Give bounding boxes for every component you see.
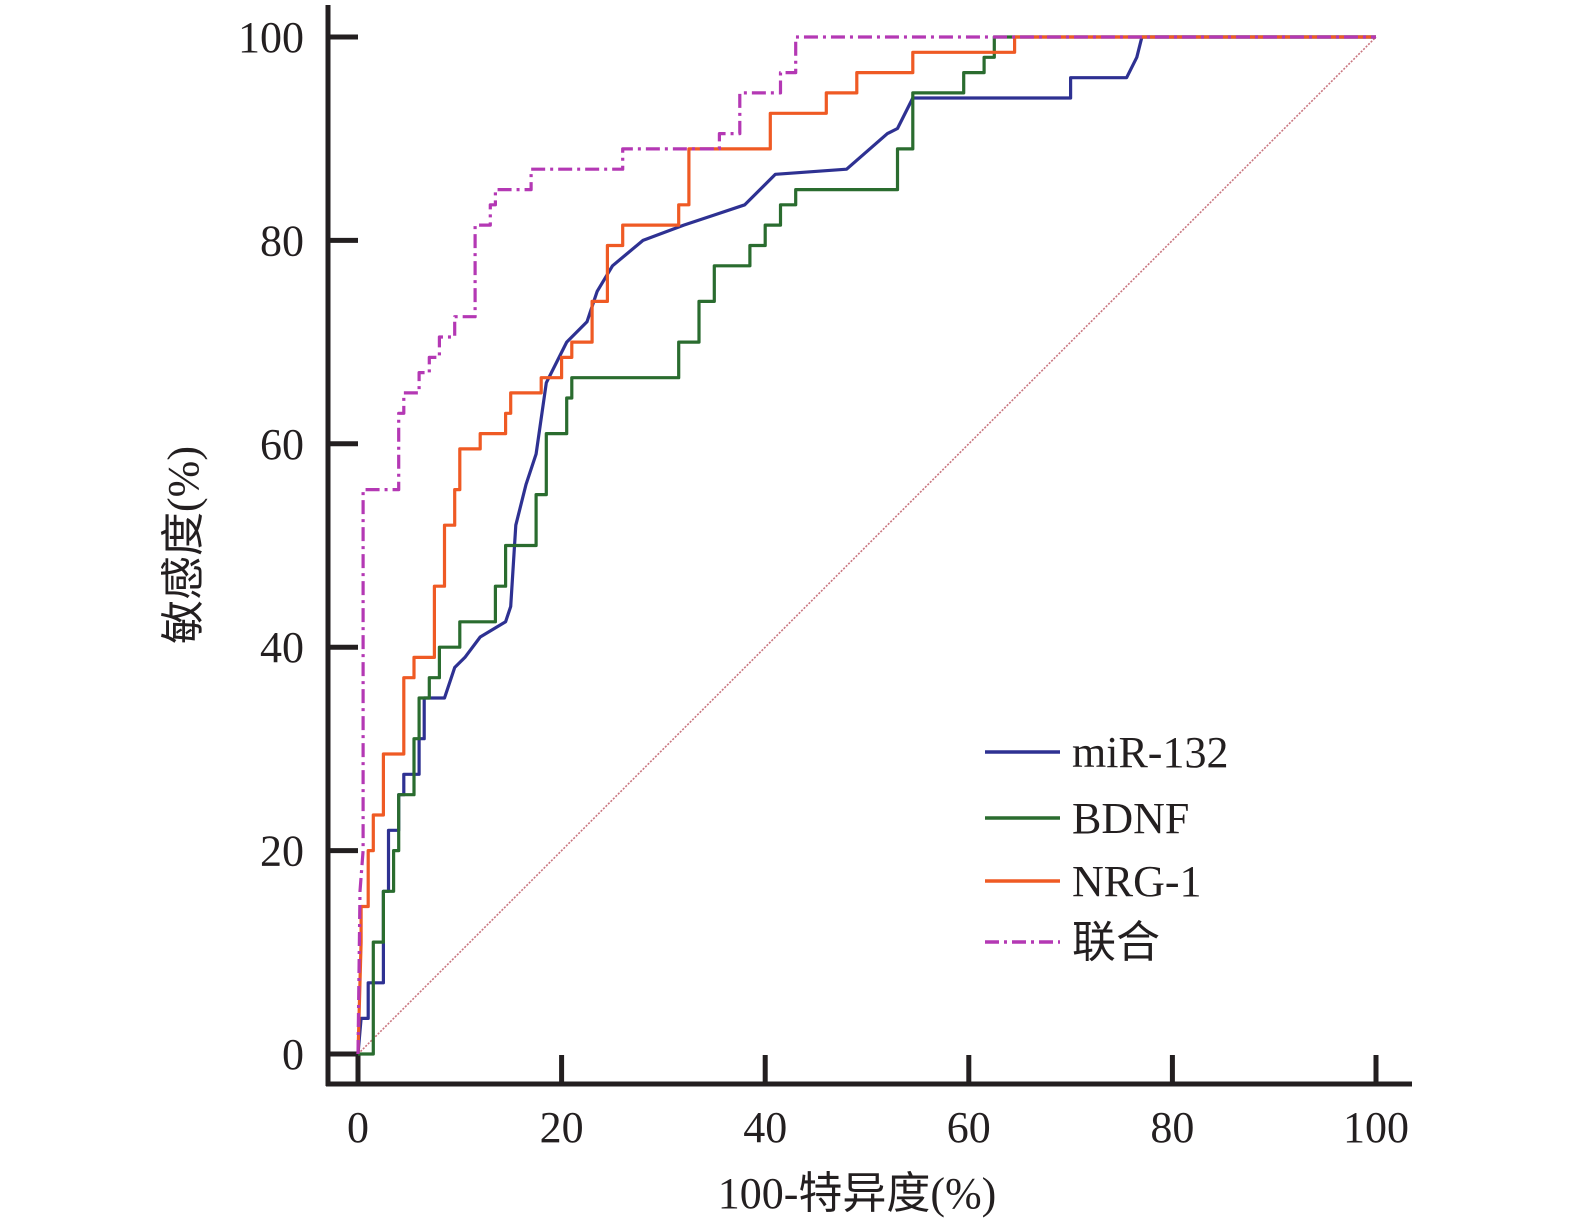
x-axis-title: 100-特异度(%) — [718, 1169, 997, 1218]
y-tick-label: 60 — [260, 420, 304, 469]
reference-line — [357, 36, 1377, 1055]
x-tick-label: 40 — [743, 1103, 787, 1152]
x-tick-label: 0 — [347, 1103, 369, 1152]
y-tick-label: 80 — [260, 216, 304, 265]
y-axis-title: 敏感度(%) — [159, 446, 208, 644]
x-tick-label: 80 — [1150, 1103, 1194, 1152]
series-line- — [356, 35, 1376, 1055]
legend-label: 联合 — [1072, 918, 1160, 967]
x-ticks: 0 20 40 60 80 100 — [347, 1055, 1409, 1152]
roc-curves — [356, 35, 1376, 1056]
y-tick-label: 100 — [238, 13, 304, 62]
y-tick-label: 20 — [260, 827, 304, 876]
x-tick-label: 100 — [1343, 1103, 1409, 1152]
legend-label: BDNF — [1072, 794, 1189, 843]
legend: miR-132 BDNF NRG-1 联合 — [985, 728, 1228, 967]
legend-label: miR-132 — [1072, 728, 1228, 777]
reference-diagonal — [357, 36, 1377, 1055]
series-line-mir-132 — [356, 35, 1376, 1055]
legend-label: NRG-1 — [1072, 857, 1202, 906]
x-tick-label: 60 — [947, 1103, 991, 1152]
series-line-nrg-1 — [356, 35, 1376, 1055]
series-line-bdnf — [358, 35, 1376, 1056]
y-tick-label: 40 — [260, 623, 304, 672]
x-tick-label: 20 — [540, 1103, 584, 1152]
y-tick-label: 0 — [282, 1030, 304, 1079]
y-ticks: 0 20 40 60 80 100 — [238, 13, 358, 1079]
